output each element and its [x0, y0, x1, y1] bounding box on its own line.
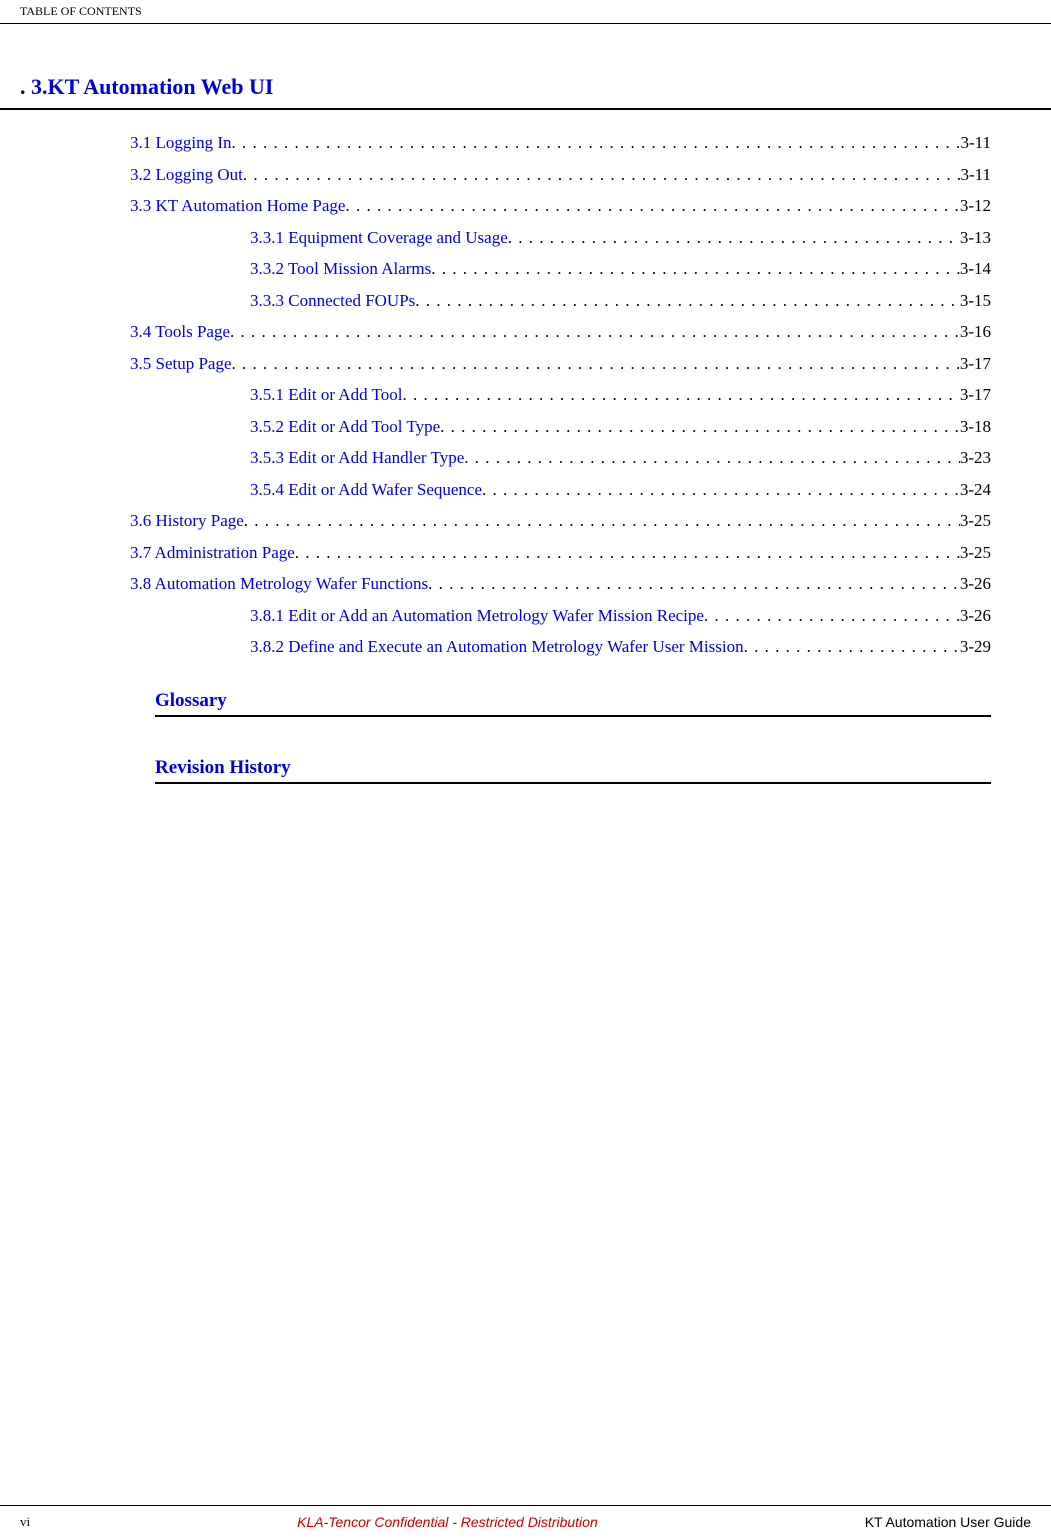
toc-leader [744, 634, 960, 660]
toc-entry-title[interactable]: 3.7 Administration Page [130, 540, 295, 566]
toc-leader [244, 508, 960, 534]
toc-entry: 3.5.3 Edit or Add Handler Type 3-23 [130, 445, 991, 471]
chapter-title: KT Automation Web UI [48, 74, 274, 99]
toc-entry-page: 3-18 [960, 414, 991, 440]
toc-entry: 3.2 Logging Out 3-11 [130, 162, 991, 188]
chapter-heading: . 3.KT Automation Web UI [0, 24, 1051, 110]
toc-entry-page: 3-29 [960, 634, 991, 660]
toc-entry-title[interactable]: 3.8.1 Edit or Add an Automation Metrolog… [250, 603, 704, 629]
toc-entry-page: 3-12 [960, 193, 991, 219]
toc-leader [243, 162, 961, 188]
toc-entry-title[interactable]: 3.1 Logging In [130, 130, 232, 156]
chapter-prefix: . [20, 74, 31, 99]
footer-guide-title: KT Automation User Guide [865, 1514, 1031, 1530]
toc-entry-page: 3-11 [960, 162, 991, 188]
footer-confidential: KLA-Tencor Confidential - Restricted Dis… [297, 1514, 598, 1530]
toc-entry-title[interactable]: 3.3 KT Automation Home Page [130, 193, 345, 219]
glossary-title[interactable]: Glossary [155, 690, 227, 711]
toc-entry-page: 3-25 [960, 540, 991, 566]
toc-entry: 3.5 Setup Page 3-17 [130, 351, 991, 377]
toc-entry-title[interactable]: 3.5 Setup Page [130, 351, 232, 377]
toc-entry: 3.8.2 Define and Execute an Automation M… [130, 634, 991, 660]
toc-content: 3.1 Logging In 3-11 3.2 Logging Out 3-11 3.3… [0, 130, 1051, 660]
toc-leader [230, 319, 960, 345]
toc-entry-page: 3-11 [960, 130, 991, 156]
toc-leader [402, 382, 959, 408]
revision-history-title[interactable]: Revision History [155, 757, 291, 778]
toc-leader [232, 130, 961, 156]
toc-entry-title[interactable]: 3.2 Logging Out [130, 162, 243, 188]
toc-entry-page: 3-17 [960, 382, 991, 408]
toc-leader [440, 414, 960, 440]
toc-entry: 3.3.2 Tool Mission Alarms 3-14 [130, 256, 991, 282]
toc-entry-title[interactable]: 3.3.3 Connected FOUPs [250, 288, 415, 314]
toc-leader [431, 256, 960, 282]
toc-entry-title[interactable]: 3.5.1 Edit or Add Tool [250, 382, 402, 408]
toc-entry-page: 3-13 [960, 225, 991, 251]
toc-entry: 3.3.1 Equipment Coverage and Usage 3-13 [130, 225, 991, 251]
toc-entry-title[interactable]: 3.3.1 Equipment Coverage and Usage [250, 225, 508, 251]
toc-leader [482, 477, 960, 503]
revision-history-heading: Revision History [155, 757, 991, 784]
header-title: TABLE OF CONTENTS [20, 4, 142, 18]
toc-entry-page: 3-24 [960, 477, 991, 503]
toc-leader [232, 351, 960, 377]
toc-entry-title[interactable]: 3.3.2 Tool Mission Alarms [250, 256, 431, 282]
toc-entry: 3.5.1 Edit or Add Tool 3-17 [130, 382, 991, 408]
toc-entry-page: 3-26 [960, 571, 991, 597]
toc-entry-title[interactable]: 3.5.3 Edit or Add Handler Type [250, 445, 464, 471]
toc-entry-page: 3-15 [960, 288, 991, 314]
toc-leader [415, 288, 960, 314]
toc-leader [345, 193, 959, 219]
footer-page-number: vi [20, 1514, 30, 1530]
toc-leader [704, 603, 960, 629]
chapter-number: 3. [31, 74, 48, 99]
toc-entry-page: 3-17 [960, 351, 991, 377]
toc-leader [428, 571, 960, 597]
toc-entry: 3.7 Administration Page 3-25 [130, 540, 991, 566]
toc-entry-title[interactable]: 3.5.4 Edit or Add Wafer Sequence [250, 477, 482, 503]
toc-entry-page: 3-25 [960, 508, 991, 534]
toc-leader [295, 540, 960, 566]
toc-entry-page: 3-16 [960, 319, 991, 345]
toc-leader [464, 445, 960, 471]
toc-entry: 3.3 KT Automation Home Page 3-12 [130, 193, 991, 219]
toc-entry-page: 3-23 [960, 445, 991, 471]
toc-entry-page: 3-26 [960, 603, 991, 629]
toc-entry: 3.3.3 Connected FOUPs 3-15 [130, 288, 991, 314]
toc-entry: 3.5.4 Edit or Add Wafer Sequence 3-24 [130, 477, 991, 503]
toc-entry: 3.5.2 Edit or Add Tool Type 3-18 [130, 414, 991, 440]
toc-entry-page: 3-14 [960, 256, 991, 282]
toc-entry: 3.1 Logging In 3-11 [130, 130, 991, 156]
toc-entry-title[interactable]: 3.8.2 Define and Execute an Automation M… [250, 634, 744, 660]
toc-entry: 3.8.1 Edit or Add an Automation Metrolog… [130, 603, 991, 629]
page-header: TABLE OF CONTENTS [0, 0, 1051, 24]
toc-leader [508, 225, 960, 251]
toc-entry: 3.4 Tools Page 3-16 [130, 319, 991, 345]
glossary-heading: Glossary [155, 690, 991, 717]
toc-entry: 3.8 Automation Metrology Wafer Functions… [130, 571, 991, 597]
toc-entry: 3.6 History Page 3-25 [130, 508, 991, 534]
toc-entry-title[interactable]: 3.8 Automation Metrology Wafer Functions [130, 571, 428, 597]
toc-entry-title[interactable]: 3.6 History Page [130, 508, 244, 534]
page-footer: vi KLA-Tencor Confidential - Restricted … [0, 1505, 1051, 1538]
toc-entry-title[interactable]: 3.5.2 Edit or Add Tool Type [250, 414, 440, 440]
toc-entry-title[interactable]: 3.4 Tools Page [130, 319, 230, 345]
